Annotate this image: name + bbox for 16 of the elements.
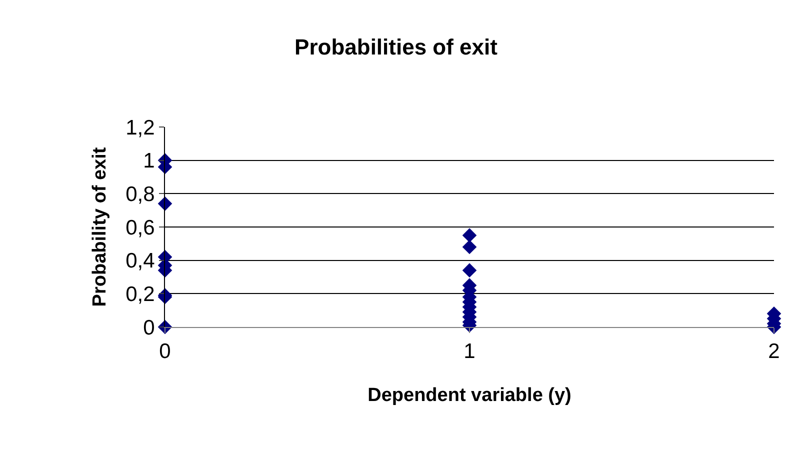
y-tick-label: 0,6 <box>126 216 155 240</box>
point <box>462 228 477 242</box>
y-axis-title: Probability of exit <box>89 146 110 307</box>
x-tick-label: 2 <box>768 340 780 364</box>
y-tick-label: 1 <box>143 150 155 173</box>
x-tick-label: 1 <box>464 340 476 364</box>
x-tick-label: 0 <box>159 340 171 364</box>
x-axis-title: Dependent variable (y) <box>368 385 572 406</box>
chart-title: Probabilities of exit <box>294 34 498 60</box>
y-tick-label: 0,8 <box>126 183 155 206</box>
point <box>462 263 477 278</box>
y-tick-label: 0 <box>143 316 155 340</box>
point <box>462 240 477 254</box>
y-tick-label: 1,2 <box>126 116 155 140</box>
y-tick-label: 0,2 <box>126 283 155 306</box>
y-tick-label: 0,4 <box>126 250 156 273</box>
